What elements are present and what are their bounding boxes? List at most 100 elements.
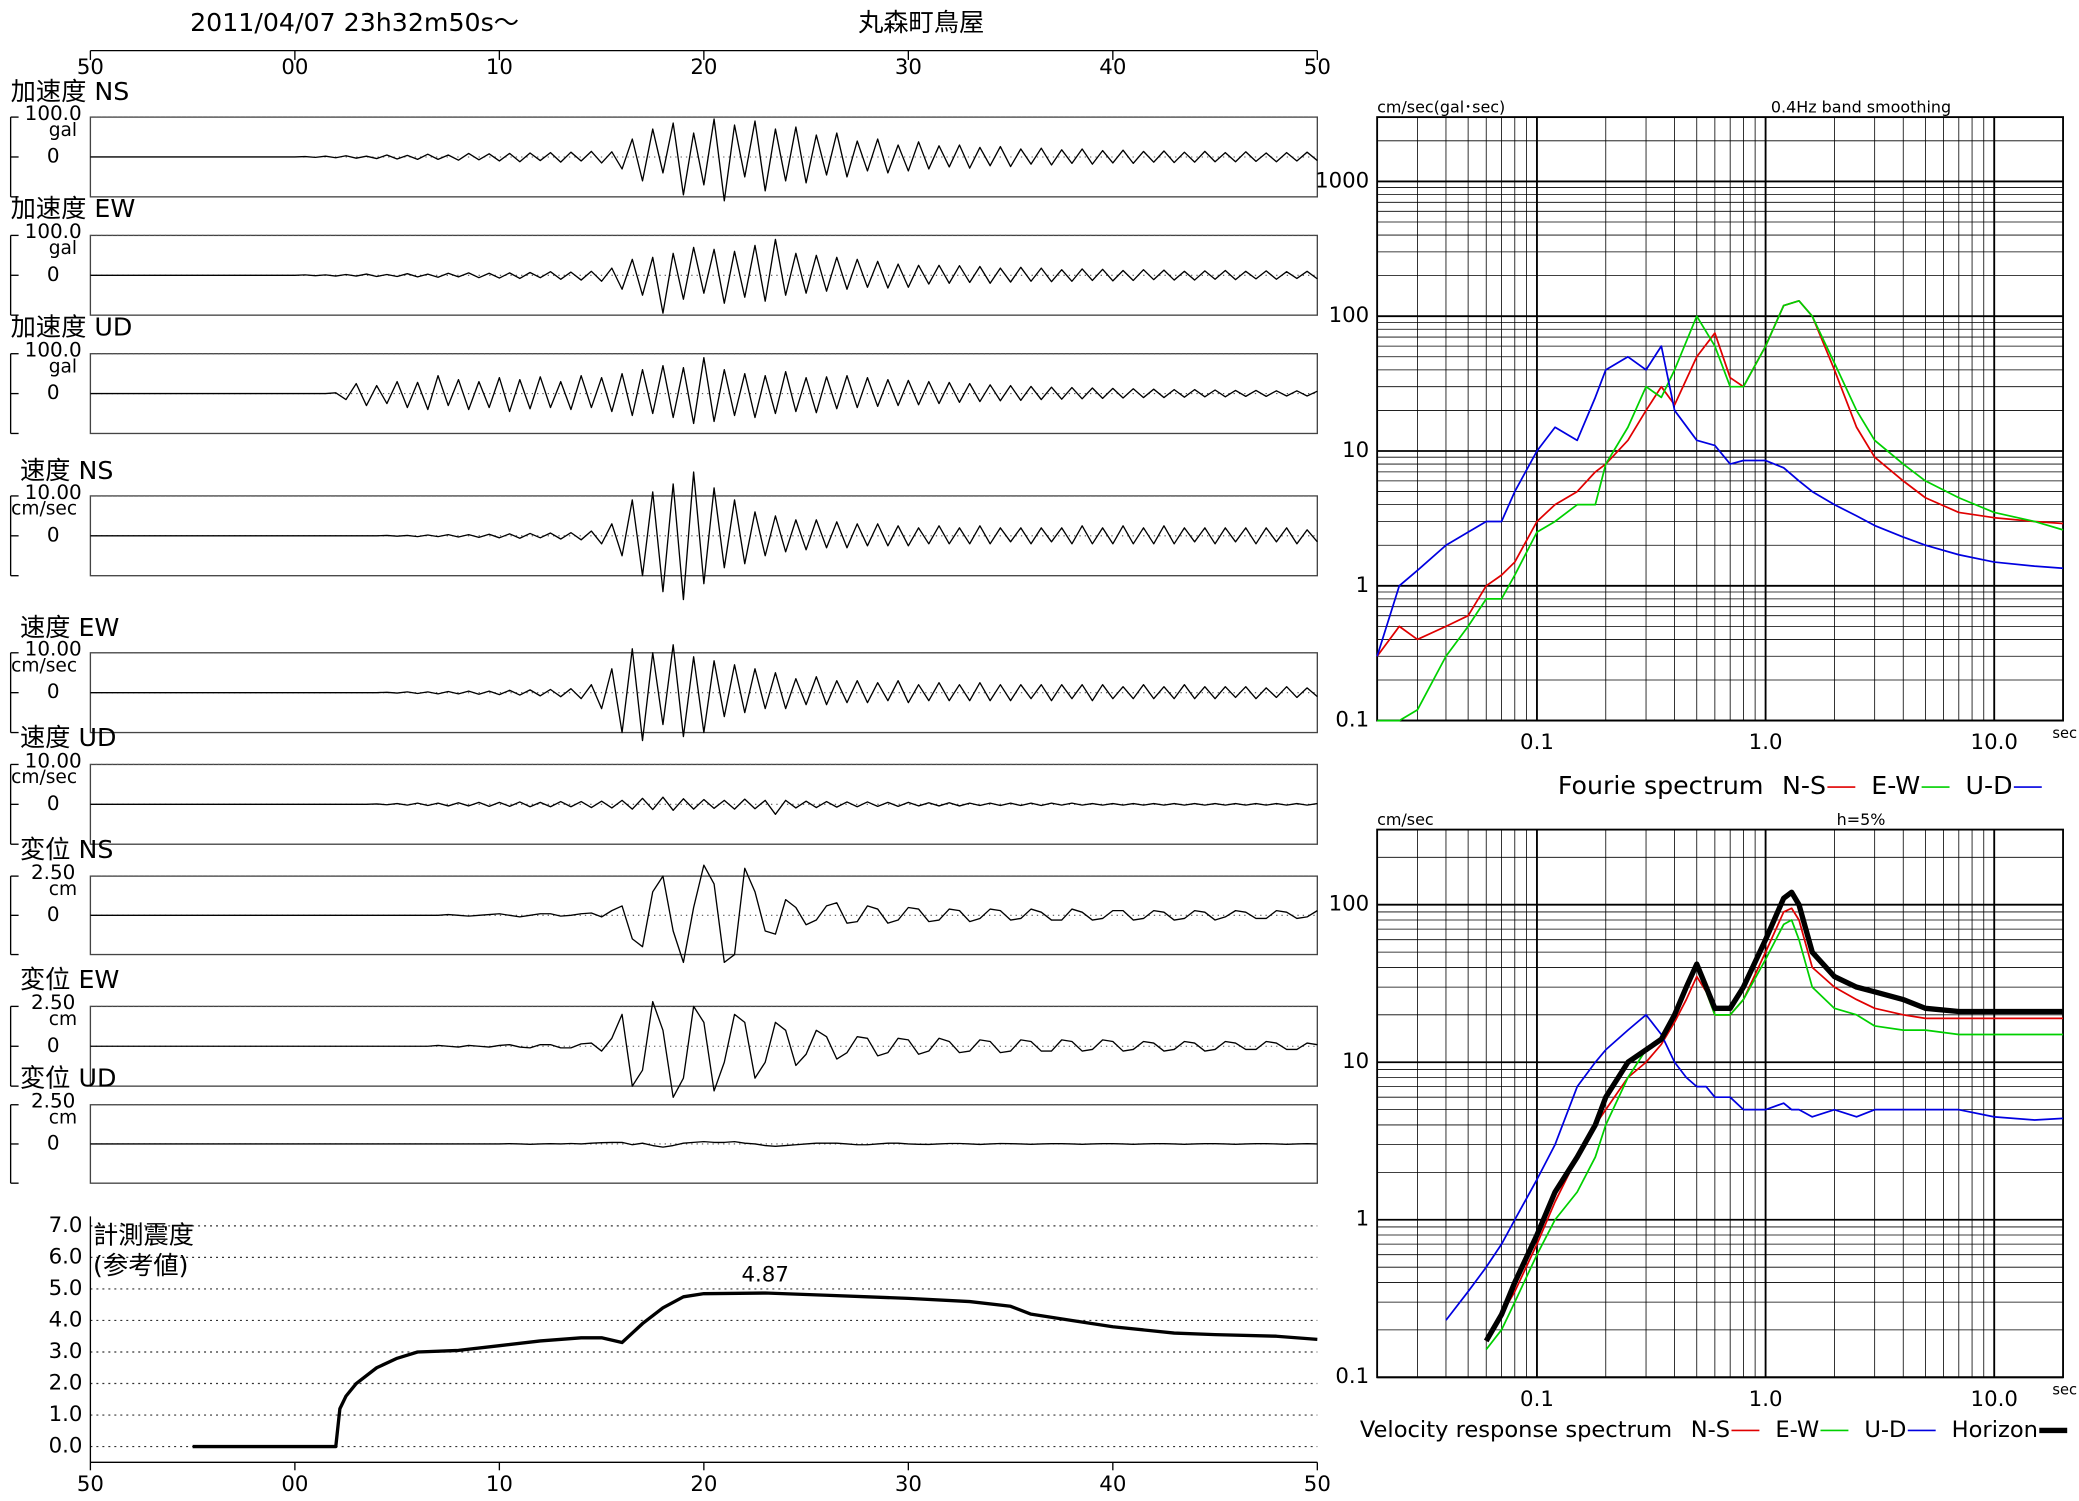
chart-subtitle: (参考値) [93,1251,188,1280]
waveform-trace [90,357,1318,425]
y-tick-label: 3.0 [49,1339,83,1364]
y-tick-label: 0 [47,381,60,404]
x-tick-label: 00 [281,55,308,80]
x-tick-label: 1.0 [1749,730,1783,755]
x-tick-label: 0.1 [1520,730,1554,755]
unit-label: cm/sec [11,656,77,677]
series-line [1483,889,2064,1343]
panel-label: 加速度 UD [11,312,133,341]
x-tick-label: 30 [895,55,922,80]
y-tick-label: 0 [47,144,60,167]
legend-label: N-S [1691,1417,1730,1443]
unit-label: gal [49,238,77,259]
unit-label: cm [49,1009,77,1030]
y-tick-label: 0 [47,680,60,703]
legend-label: E-W [1775,1417,1819,1443]
y-tick-label: 100.0 [25,339,82,362]
legend-title: Fourie spectrum [1558,771,1764,800]
series-line [1445,1013,2064,1321]
y-tick-label: 0 [47,523,60,546]
y-tick-label: 2.0 [49,1371,83,1396]
y-tick-label: 100.0 [25,220,82,243]
unit-label: cm [49,1108,77,1129]
x-tick-label: 50 [77,1472,104,1497]
unit-label: cm [49,879,77,900]
x-tick-label: 50 [1304,55,1331,80]
y-tick-label: 6.0 [49,1244,83,1269]
plot-frame [1376,828,2064,1379]
chart-title: 計測震度 [93,1220,194,1249]
x-tick-label: 40 [1099,55,1126,80]
x-axis-label: sec [2052,725,2077,742]
waveform-trace [90,118,1318,202]
annotation: 4.87 [742,1263,789,1288]
y-tick-label: 1000 [1315,168,1369,193]
y-tick-label: 1.0 [49,1402,83,1427]
unit-label: gal [49,357,77,378]
series-line [1376,345,2064,657]
x-tick-label: 10.0 [1971,1387,2018,1412]
legend-label: Horizon [1952,1417,2038,1443]
legend-label: U-D [1965,771,2012,800]
y-tick-label: 10.00 [25,638,82,661]
x-axis-label: sec [2052,1382,2077,1399]
x-tick-label: 10 [486,1472,513,1497]
x-tick-label: 10.0 [1971,730,2018,755]
x-tick-label: 40 [1099,1472,1126,1497]
x-tick-label: 50 [1304,1472,1331,1497]
series-line [1376,299,2064,657]
panel-label: 速度 NS [20,456,113,485]
line [192,1291,1318,1449]
y-tick-label: 4.0 [49,1307,83,1332]
unit-label: cm/sec [11,767,77,788]
waveform-trace [90,796,1318,815]
y-tick-label: 2.50 [31,991,75,1014]
y-tick-label: 10.00 [25,481,82,504]
legend-title: Velocity response spectrum [1360,1417,1672,1443]
y-tick-label: 0.1 [1335,1364,1369,1389]
plot-frame [1376,116,2064,722]
panel-label: 変位 NS [20,835,113,864]
y-axis-label: cm/sec [1377,810,1434,829]
y-tick-label: 0.1 [1335,708,1369,733]
panel-label: 加速度 NS [11,77,130,106]
legend-label: E-W [1871,771,1920,800]
waveform-trace [90,238,1318,314]
unit-label: gal [49,120,77,141]
panel-label: 変位 UD [20,1063,116,1092]
panel-label: 速度 EW [20,613,119,642]
y-tick-label: 10 [1342,438,1369,463]
y-tick-label: 7.0 [49,1213,83,1238]
x-tick-label: 00 [281,1472,308,1497]
x-tick-label: 50 [77,55,104,80]
y-tick-label: 1 [1356,1207,1370,1232]
y-tick-label: 0 [47,903,60,926]
y-tick-label: 0.0 [49,1434,83,1459]
y-tick-label: 100 [1329,303,1370,328]
y-tick-label: 0 [47,1131,60,1154]
y-tick-label: 10 [1342,1049,1369,1074]
y-tick-label: 2.50 [31,1090,75,1113]
x-tick-label: 20 [690,55,717,80]
series-line [1485,919,2064,1351]
y-tick-label: 0 [47,263,60,286]
x-tick-label: 30 [895,1472,922,1497]
series-line [1377,299,2064,722]
x-tick-label: 0.1 [1520,1387,1554,1412]
waveform-trace [90,644,1318,742]
y-tick-label: 10.00 [25,749,82,772]
waveform-trace [90,1140,1318,1148]
chart-note: h=5% [1837,810,1886,829]
y-axis-label: cm/sec(gal･sec) [1377,97,1505,116]
station-name: 丸森町鳥屋 [858,8,984,37]
unit-label: cm/sec [11,499,77,520]
y-tick-label: 2.50 [31,861,75,884]
waveform-trace [90,471,1318,601]
x-tick-label: 1.0 [1749,1387,1783,1412]
record-time: 2011/04/07 23h32m50s～ [190,8,519,37]
y-tick-label: 100.0 [25,102,82,125]
waveform-trace [90,1000,1318,1098]
